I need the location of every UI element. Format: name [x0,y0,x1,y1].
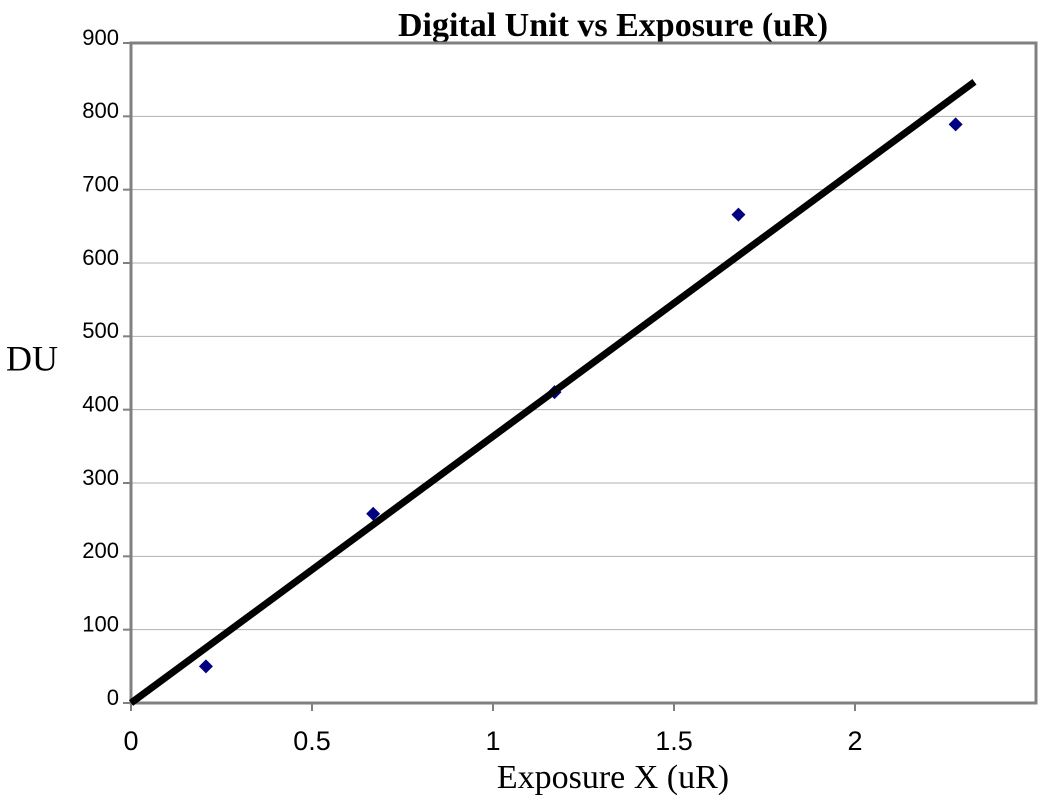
y-axis-label: DU [6,338,58,378]
y-tick-label: 300 [82,465,119,490]
data-point [948,117,963,132]
y-tick-label: 700 [82,171,119,196]
y-tick-label: 500 [82,318,119,343]
trendline [128,79,977,706]
data-point [198,659,213,674]
x-tick-label: 1 [485,726,500,756]
y-tick-label: 100 [82,611,119,636]
chart-title: Digital Unit vs Exposure (uR) [398,7,828,44]
y-tick-label: 200 [82,538,119,563]
y-tick-label: 800 [82,98,119,123]
x-axis-label: Exposure X (uR) [497,759,729,796]
y-tick-label: 600 [82,245,119,270]
x-tick-label: 1.5 [655,726,693,756]
x-tick-label: 2 [847,726,862,756]
plot-border [129,41,1038,705]
y-tick-label: 900 [82,25,119,50]
data-point [731,207,746,222]
y-tick-label: 0 [107,685,119,710]
y-tick-label: 400 [82,391,119,416]
x-tick-label: 0 [123,726,138,756]
data-point [366,506,381,521]
x-tick-label: 0.5 [293,726,331,756]
